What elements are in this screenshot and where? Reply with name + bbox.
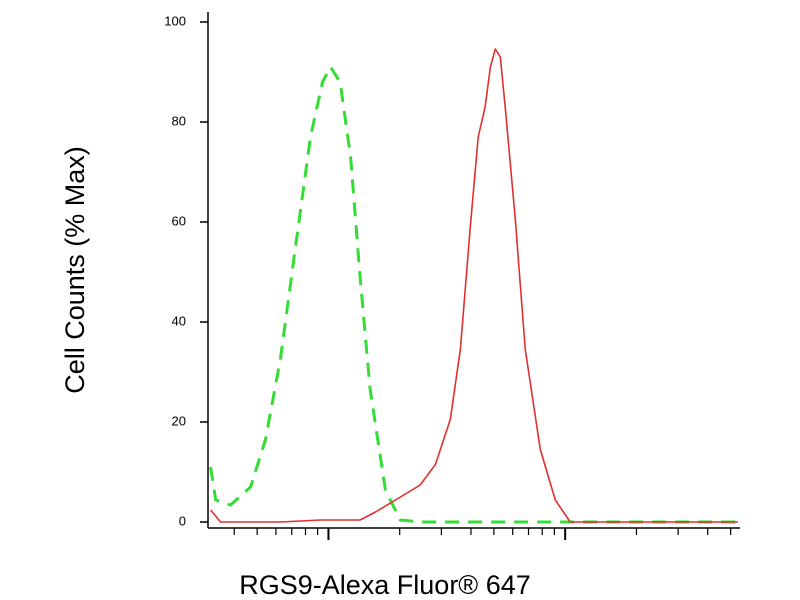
histogram-line [209,65,738,524]
y-tick-label: 80 [172,113,186,128]
y-axis-title: Cell Counts (% Max) [60,146,90,394]
y-tick-label: 60 [172,213,186,228]
y-tick-label: 20 [172,413,186,428]
histogram-line [209,48,738,523]
x-axis-title: RGS9-Alexa Fluor® 647 [239,570,531,600]
y-tick-label: 40 [172,313,186,328]
y-tick-label: 0 [179,513,186,528]
y-tick-label: 100 [164,13,186,28]
